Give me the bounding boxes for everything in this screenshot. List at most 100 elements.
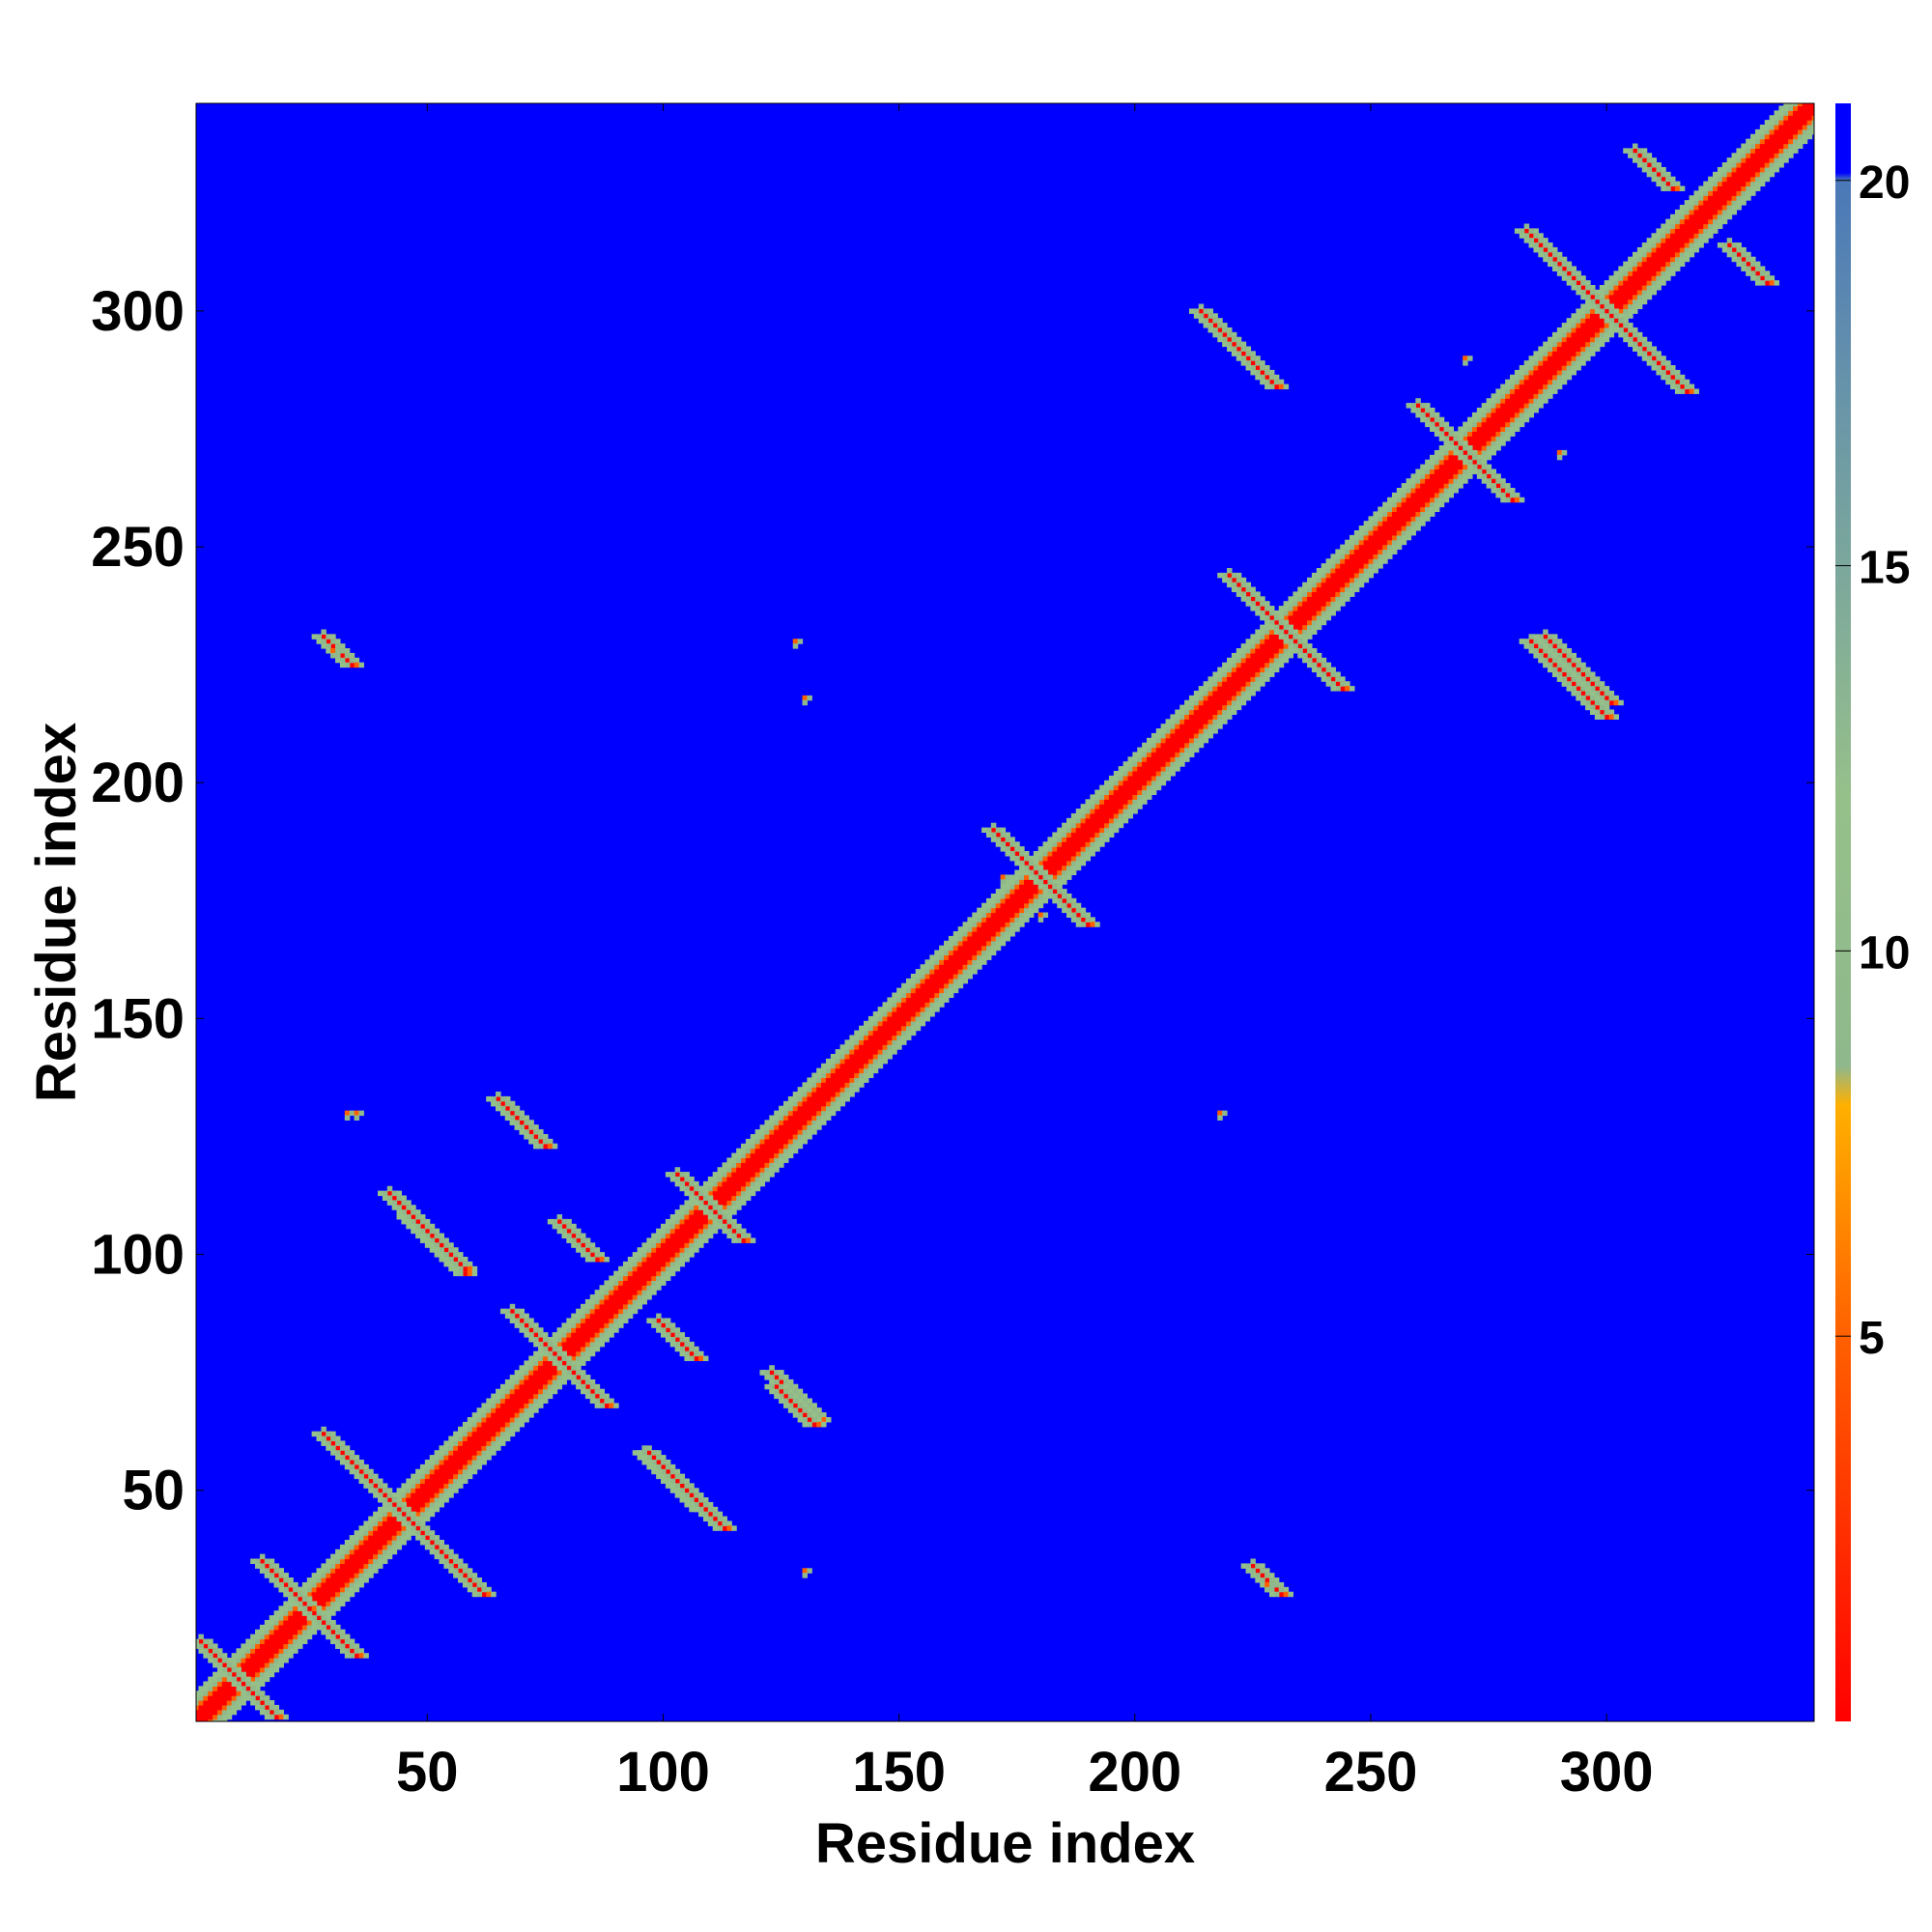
- diagonal-cell: [373, 1525, 379, 1531]
- diagonal-cell: [293, 1638, 298, 1645]
- contact-cell: [378, 1478, 384, 1484]
- diagonal-cell: [1165, 775, 1172, 781]
- contact-cell: [349, 1468, 355, 1475]
- diagonal-cell: [311, 1629, 318, 1635]
- diagonal-cell: [396, 1535, 403, 1541]
- diagonal-cell: [1674, 238, 1681, 243]
- diagonal-cell: [429, 1501, 436, 1508]
- diagonal-cell: [1231, 657, 1237, 664]
- diagonal-cell: [196, 1709, 200, 1716]
- contact-cell: [514, 1318, 521, 1323]
- diagonal-cell: [1070, 865, 1077, 871]
- diagonal-cell: [1297, 596, 1303, 602]
- diagonal-cell: [1656, 280, 1662, 286]
- diagonal-cell: [1009, 912, 1015, 918]
- diagonal-cell: [401, 1488, 407, 1493]
- diagonal-cell: [509, 1375, 516, 1380]
- diagonal-cell: [1533, 355, 1539, 361]
- diagonal-cell: [1278, 657, 1285, 664]
- diagonal-cell: [1203, 732, 1209, 739]
- diagonal-cell: [316, 1586, 323, 1593]
- diagonal-cell: [1349, 568, 1355, 574]
- diagonal-cell: [632, 1256, 639, 1263]
- diagonal-cell: [1580, 308, 1586, 314]
- diagonal-cell: [854, 1082, 860, 1088]
- diagonal-cell: [1713, 181, 1719, 187]
- diagonal-cell: [1731, 157, 1738, 163]
- diagonal-cell: [859, 1063, 865, 1069]
- diagonal-cell: [1434, 487, 1440, 494]
- contact-cell: [604, 1403, 610, 1408]
- diagonal-cell: [293, 1620, 298, 1626]
- diagonal-cell: [1632, 275, 1638, 281]
- diagonal-cell: [1613, 275, 1619, 281]
- diagonal-cell: [661, 1228, 667, 1235]
- diagonal-cell: [216, 1681, 223, 1687]
- diagonal-cell: [896, 992, 902, 999]
- contact-cell: [689, 1190, 695, 1197]
- diagonal-cell: [1108, 804, 1115, 810]
- diagonal-cell: [1566, 341, 1573, 348]
- diagonal-cell: [694, 1237, 699, 1243]
- diagonal-cell: [533, 1398, 539, 1404]
- diagonal-cell: [589, 1308, 596, 1315]
- diagonal-cell: [967, 940, 973, 947]
- diagonal-cell: [1147, 775, 1152, 781]
- diagonal-cell: [821, 1087, 827, 1093]
- diagonal-cell: [1142, 780, 1148, 786]
- diagonal-cell: [604, 1322, 610, 1328]
- diagonal-cell: [354, 1577, 360, 1583]
- diagonal-cell: [1505, 421, 1511, 428]
- diagonal-cell: [854, 1030, 860, 1037]
- diagonal-cell: [698, 1228, 704, 1235]
- diagonal-cell: [1293, 601, 1298, 607]
- diagonal-cell: [1062, 860, 1067, 867]
- diagonal-cell: [877, 1054, 884, 1060]
- diagonal-cell: [1387, 529, 1393, 536]
- diagonal-cell: [354, 1553, 360, 1560]
- diagonal-cell: [1585, 303, 1591, 310]
- diagonal-cell: [1594, 346, 1601, 352]
- diagonal-cell: [665, 1275, 671, 1282]
- diagonal-cell: [1311, 596, 1318, 602]
- contact-cell: [504, 1308, 511, 1315]
- diagonal-cell: [1566, 323, 1573, 328]
- diagonal-cell: [1090, 832, 1095, 838]
- diagonal-cell: [1458, 473, 1463, 479]
- diagonal-cell: [1387, 501, 1393, 508]
- contact-cell: [373, 1478, 379, 1484]
- diagonal-cell: [1005, 907, 1010, 914]
- diagonal-cell: [1406, 534, 1412, 541]
- diagonal-cell: [802, 1138, 808, 1145]
- diagonal-cell: [1155, 761, 1162, 767]
- diagonal-cell: [1316, 619, 1322, 626]
- diagonal-cell: [1062, 865, 1067, 871]
- diagonal-cell: [368, 1558, 374, 1565]
- diagonal-cell: [646, 1237, 652, 1243]
- diagonal-cell: [1273, 657, 1280, 664]
- contact-cell: [580, 1383, 586, 1390]
- diagonal-cell: [679, 1209, 686, 1215]
- contact-cell: [344, 1445, 351, 1451]
- diagonal-cell: [867, 1035, 874, 1040]
- diagonal-cell: [283, 1638, 289, 1645]
- diagonal-cell: [1746, 166, 1751, 173]
- contact-cell: [424, 1535, 431, 1541]
- diagonal-cell: [1551, 365, 1558, 371]
- contact-cell: [250, 1686, 256, 1691]
- diagonal-cell: [321, 1596, 327, 1603]
- diagonal-cell: [198, 1700, 204, 1706]
- diagonal-cell: [920, 1002, 926, 1008]
- diagonal-cell: [835, 1063, 841, 1069]
- diagonal-cell: [1754, 181, 1761, 187]
- diagonal-cell: [1184, 756, 1190, 762]
- diagonal-cell: [391, 1548, 398, 1555]
- diagonal-cell: [830, 1072, 837, 1079]
- diagonal-cell: [1099, 804, 1105, 810]
- diagonal-cell: [1708, 200, 1714, 206]
- diagonal-cell: [1698, 200, 1704, 206]
- diagonal-cell: [344, 1586, 351, 1593]
- diagonal-cell: [759, 1157, 766, 1163]
- diagonal-cell: [1443, 469, 1450, 474]
- diagonal-cell: [779, 1143, 784, 1150]
